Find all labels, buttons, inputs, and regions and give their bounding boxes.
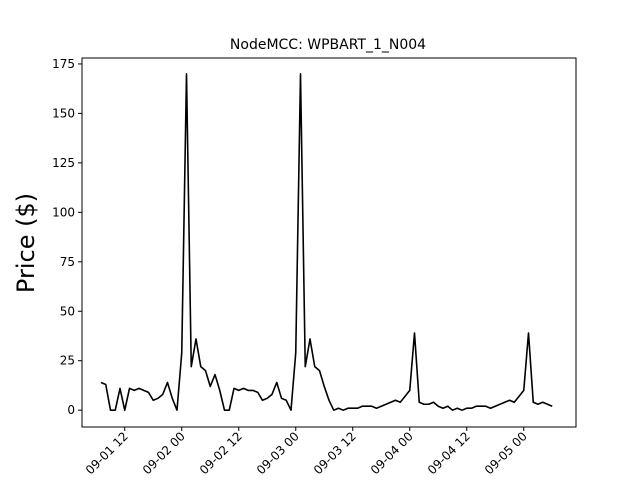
x-tick-label: 09-04 12 xyxy=(425,429,473,477)
x-tick-label: 09-02 00 xyxy=(140,429,188,477)
y-tick-label: 75 xyxy=(60,255,75,269)
y-tick-label: 0 xyxy=(67,403,75,417)
x-tick-label: 09-03 12 xyxy=(311,429,359,477)
x-tick-label: 09-02 12 xyxy=(197,429,245,477)
y-tick-label: 125 xyxy=(52,156,75,170)
y-tick-label: 100 xyxy=(52,205,75,219)
x-tick-label: 09-03 00 xyxy=(254,429,302,477)
y-tick-label: 50 xyxy=(60,304,75,318)
y-tick-label: 175 xyxy=(52,57,75,71)
chart-title: NodeMCC: WPBART_1_N004 xyxy=(230,37,426,53)
plot-area xyxy=(81,57,577,428)
price-line xyxy=(100,73,553,411)
x-tick-label: 09-01 12 xyxy=(83,429,131,477)
y-tick-label: 150 xyxy=(52,106,75,120)
x-tick-label: 09-05 00 xyxy=(482,429,530,477)
y-tick-label: 25 xyxy=(60,354,75,368)
y-axis-label: Price ($) xyxy=(12,193,40,293)
x-tick-label: 09-04 00 xyxy=(368,429,416,477)
